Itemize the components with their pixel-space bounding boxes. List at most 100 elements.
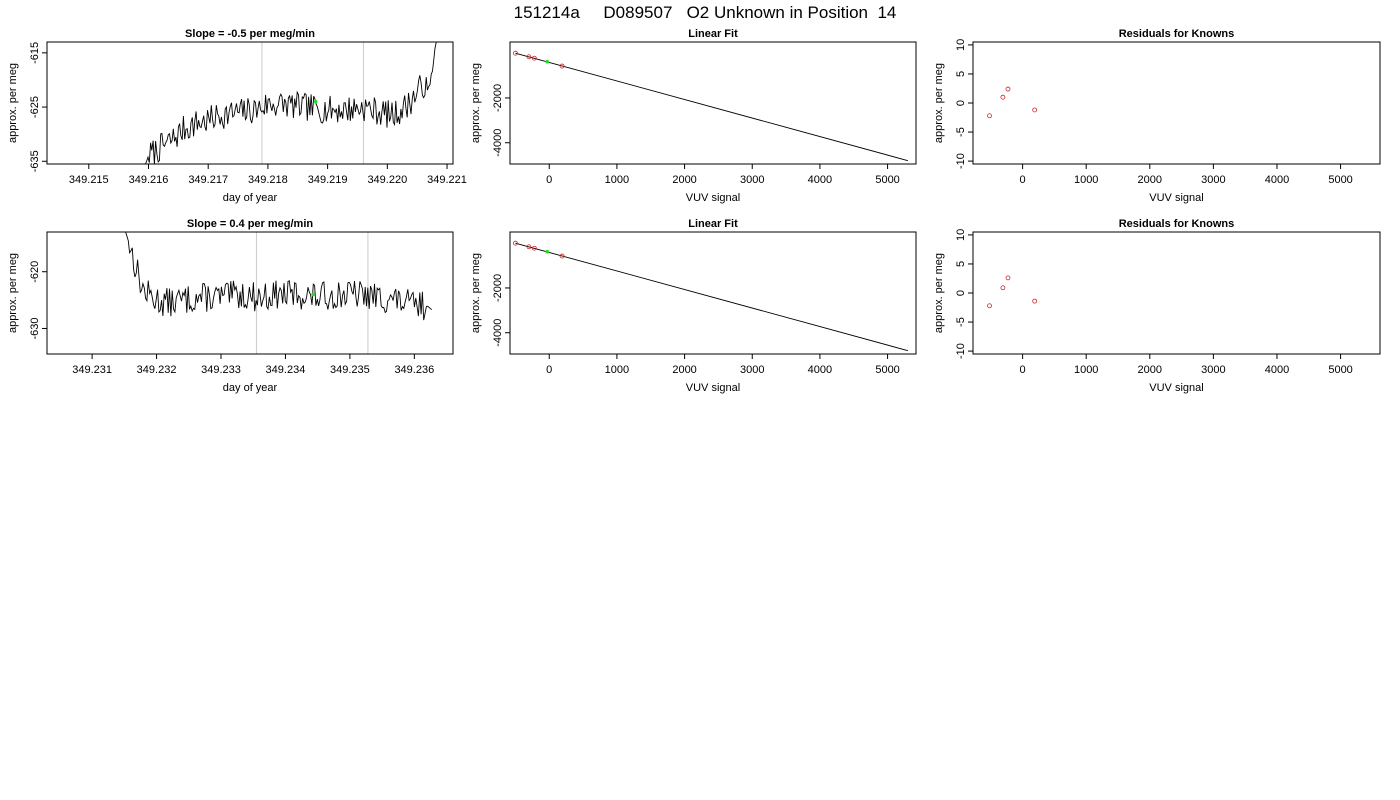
y-tick-label: -4000	[492, 129, 504, 157]
plot-area	[125, 232, 432, 354]
known-point	[1000, 94, 1006, 100]
x-axis-label: day of year	[223, 382, 278, 394]
x-tick-label: 349.232	[137, 364, 177, 376]
y-axis-label: approx. per meg	[470, 253, 482, 333]
figure-title: 151214a D089507 O2 Unknown in Position 1…	[514, 3, 897, 22]
x-tick-label: 5000	[875, 174, 899, 186]
y-axis-label: approx. per meg	[933, 63, 945, 143]
x-tick-label: 1000	[605, 364, 629, 376]
known-point	[1032, 107, 1038, 113]
y-tick-label: -615	[29, 42, 41, 64]
panel-title: Linear Fit	[688, 28, 738, 40]
y-axis-label: approx. per meg	[470, 63, 482, 143]
known-point	[531, 245, 537, 251]
known-point	[513, 240, 518, 246]
x-tick-label: 3000	[1201, 174, 1225, 186]
y-axis-label: approx. per meg	[933, 253, 945, 333]
plot-area	[987, 86, 1038, 119]
panel-title: Slope = 0.4 per meg/min	[187, 218, 314, 230]
panel-row1-residuals: Residuals for Knowns 0 1000 2000 3000 4000 500…	[933, 28, 1381, 204]
x-tick-label: 5000	[1328, 364, 1352, 376]
x-tick-label: 349.218	[248, 174, 288, 186]
y-tick-label: -2000	[492, 84, 504, 112]
known-point	[559, 63, 565, 69]
panel-row2-residuals: Residuals for Knowns 0 1000 2000 3000 4000 500…	[933, 218, 1381, 394]
data-trace	[145, 42, 437, 164]
y-axis-label: approx. per meg	[7, 63, 19, 143]
x-tick-label: 1000	[1074, 174, 1098, 186]
x-tick-label: 349.215	[69, 174, 109, 186]
unknown-point	[545, 59, 550, 64]
y-tick-label: 0	[955, 290, 967, 296]
x-tick-label: 4000	[1265, 174, 1289, 186]
known-point	[1005, 275, 1011, 281]
panel-row1-fit: Linear Fit 0 1000 2000 3000 4000 5000 VUV signa…	[470, 28, 917, 204]
x-tick-label: 349.220	[367, 174, 407, 186]
y-tick-label: -5	[955, 317, 967, 327]
plot-area	[513, 240, 908, 352]
y-tick-label: -5	[955, 127, 967, 137]
plot-frame	[46, 231, 454, 355]
x-tick-label: 349.219	[308, 174, 348, 186]
x-tick-label: 2000	[1138, 364, 1162, 376]
x-tick-label: 4000	[808, 174, 832, 186]
x-tick-label: 2000	[672, 174, 696, 186]
x-tick-label: 0	[1020, 364, 1026, 376]
known-point	[987, 303, 992, 309]
panel-row2-fit: Linear Fit 0 1000 2000 3000 4000 5000 VUV signa…	[470, 218, 917, 394]
known-point	[531, 55, 537, 61]
known-point	[526, 244, 532, 250]
x-tick-label: 3000	[1201, 364, 1225, 376]
panel-title: Linear Fit	[688, 218, 738, 230]
x-tick-label: 349.236	[394, 364, 434, 376]
panels: Slope = -0.5 per meg/min 349.215 349.216 34…	[7, 28, 1381, 394]
x-axis-label: day of year	[223, 192, 278, 204]
x-tick-label: 349.216	[129, 174, 169, 186]
x-tick-label: 1000	[605, 174, 629, 186]
x-tick-label: 5000	[1328, 174, 1352, 186]
panel-row1-timeseries: Slope = -0.5 per meg/min 349.215 349.216 34…	[7, 28, 467, 204]
x-tick-label: 349.235	[330, 364, 370, 376]
unknown-marker	[311, 292, 315, 297]
x-tick-label: 349.221	[427, 174, 467, 186]
x-axis-label: VUV signal	[686, 382, 740, 394]
panel-title: Residuals for Knowns	[1119, 28, 1235, 40]
x-tick-label: 4000	[1265, 364, 1289, 376]
plot-frame	[509, 41, 917, 165]
plot-frame	[46, 41, 454, 165]
y-tick-label: 10	[955, 229, 967, 241]
data-trace	[125, 232, 432, 321]
known-point	[1005, 86, 1011, 92]
known-point	[526, 54, 532, 60]
x-axis-label: VUV signal	[1149, 192, 1203, 204]
x-tick-label: 2000	[672, 364, 696, 376]
y-tick-label: -620	[29, 261, 41, 283]
y-tick-label: 0	[955, 100, 967, 106]
x-axis-label: VUV signal	[686, 192, 740, 204]
x-axis-label: VUV signal	[1149, 382, 1203, 394]
x-tick-label: 0	[546, 364, 552, 376]
known-point	[1032, 298, 1038, 304]
x-tick-label: 349.234	[266, 364, 306, 376]
y-tick-label: -630	[29, 317, 41, 339]
x-tick-label: 5000	[875, 364, 899, 376]
known-point	[513, 50, 518, 56]
plot-area	[145, 42, 437, 164]
fit-line	[515, 52, 908, 162]
fit-line	[515, 242, 908, 352]
panel-row2-timeseries: Slope = 0.4 per meg/min 349.231 349.232 349…	[7, 218, 454, 394]
y-tick-label: -10	[955, 343, 967, 359]
y-tick-label: -2000	[492, 274, 504, 302]
y-tick-label: -635	[29, 150, 41, 172]
x-tick-label: 3000	[740, 364, 764, 376]
x-tick-label: 0	[546, 174, 552, 186]
unknown-point	[545, 249, 550, 254]
panel-title: Residuals for Knowns	[1119, 218, 1235, 230]
x-tick-label: 2000	[1138, 174, 1162, 186]
unknown-marker	[313, 99, 318, 104]
x-tick-label: 1000	[1074, 364, 1098, 376]
y-axis-label: approx. per meg	[7, 253, 19, 333]
plot-frame	[509, 231, 917, 355]
x-tick-label: 3000	[740, 174, 764, 186]
